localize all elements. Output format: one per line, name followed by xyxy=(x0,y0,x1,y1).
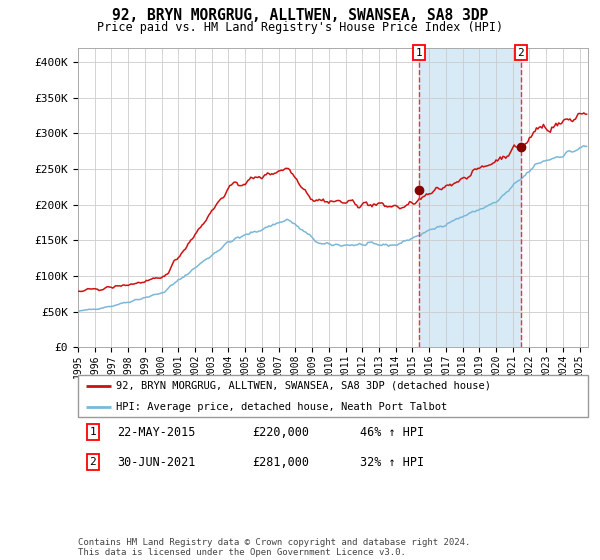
Text: 30-JUN-2021: 30-JUN-2021 xyxy=(117,455,196,469)
Text: 22-MAY-2015: 22-MAY-2015 xyxy=(117,426,196,439)
Text: 46% ↑ HPI: 46% ↑ HPI xyxy=(360,426,424,439)
Text: £220,000: £220,000 xyxy=(252,426,309,439)
Text: Price paid vs. HM Land Registry's House Price Index (HPI): Price paid vs. HM Land Registry's House … xyxy=(97,21,503,34)
Text: 32% ↑ HPI: 32% ↑ HPI xyxy=(360,455,424,469)
Text: 1: 1 xyxy=(89,427,97,437)
FancyBboxPatch shape xyxy=(78,375,588,417)
Text: 92, BRYN MORGRUG, ALLTWEN, SWANSEA, SA8 3DP (detached house): 92, BRYN MORGRUG, ALLTWEN, SWANSEA, SA8 … xyxy=(116,381,491,391)
Text: £281,000: £281,000 xyxy=(252,455,309,469)
Text: 1: 1 xyxy=(415,48,422,58)
Text: 92, BRYN MORGRUG, ALLTWEN, SWANSEA, SA8 3DP: 92, BRYN MORGRUG, ALLTWEN, SWANSEA, SA8 … xyxy=(112,8,488,24)
Text: 2: 2 xyxy=(89,457,97,467)
Text: HPI: Average price, detached house, Neath Port Talbot: HPI: Average price, detached house, Neat… xyxy=(116,402,448,412)
Text: 2: 2 xyxy=(518,48,524,58)
Text: Contains HM Land Registry data © Crown copyright and database right 2024.
This d: Contains HM Land Registry data © Crown c… xyxy=(78,538,470,557)
Bar xyxy=(419,48,521,347)
